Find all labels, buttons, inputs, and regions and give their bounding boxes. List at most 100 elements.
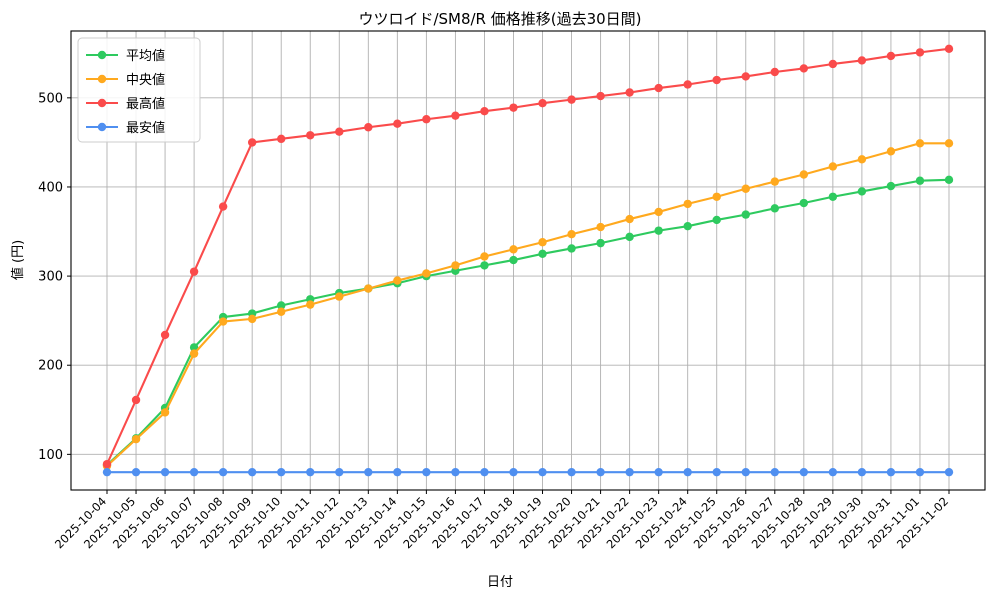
data-point-marker — [857, 187, 867, 196]
data-point-marker — [451, 111, 460, 120]
legend-label: 最高値 — [126, 96, 165, 112]
data-point-marker — [247, 314, 257, 324]
data-point-marker — [567, 467, 576, 477]
data-point-marker — [770, 467, 779, 477]
data-point-marker — [712, 75, 721, 85]
data-point-marker — [364, 123, 373, 132]
data-point-marker — [915, 176, 925, 185]
data-point-marker — [654, 467, 663, 477]
data-point-marker — [654, 83, 663, 93]
chart-title: ウツロイド/SM8/R 価格推移(過去30日間) — [358, 10, 642, 28]
data-point-marker — [712, 192, 721, 201]
data-point-marker — [364, 467, 373, 477]
data-point-marker — [480, 107, 489, 116]
data-point-marker — [189, 267, 199, 276]
data-point-marker — [189, 467, 199, 477]
data-point-marker — [596, 91, 605, 101]
data-point-marker — [915, 139, 925, 148]
data-point-marker — [625, 88, 634, 97]
y-tick-label: 200 — [38, 359, 63, 374]
data-point-marker — [480, 261, 489, 270]
y-tick-label: 100 — [38, 448, 63, 463]
data-point-marker — [712, 467, 721, 477]
data-point-marker — [915, 467, 925, 477]
data-point-marker — [567, 230, 576, 239]
grid-lines — [71, 31, 985, 490]
data-point-marker — [683, 221, 692, 231]
y-tick-label: 500 — [38, 91, 63, 106]
data-point-marker — [393, 276, 402, 285]
data-point-marker — [538, 249, 547, 259]
data-point-marker — [335, 127, 344, 136]
data-point-marker — [741, 467, 750, 477]
legend-marker — [97, 122, 107, 132]
legend-label: 中央値 — [126, 72, 165, 88]
data-point-marker — [306, 467, 315, 477]
data-point-marker — [131, 395, 141, 405]
data-point-marker — [770, 204, 779, 213]
data-point-marker — [277, 467, 286, 477]
data-point-marker — [596, 238, 605, 248]
data-point-marker — [306, 300, 315, 309]
data-point-marker — [799, 64, 809, 73]
data-point-marker — [944, 139, 954, 148]
data-point-marker — [160, 330, 170, 340]
data-point-marker — [189, 349, 199, 358]
data-point-marker — [277, 307, 286, 316]
data-point-marker — [247, 467, 257, 477]
data-point-marker — [567, 95, 576, 104]
data-point-marker — [857, 467, 867, 477]
data-point-marker — [712, 215, 721, 225]
legend-box — [77, 37, 201, 143]
data-point-marker — [741, 72, 750, 81]
data-point-marker — [393, 119, 402, 128]
series-line — [105, 142, 951, 467]
data-point-marker — [480, 252, 489, 261]
data-point-marker — [915, 48, 925, 57]
data-point-marker — [828, 192, 838, 201]
data-point-marker — [596, 222, 605, 232]
data-point-marker — [218, 202, 228, 211]
data-point-marker — [741, 210, 750, 219]
data-point-marker — [335, 292, 344, 301]
data-point-marker — [799, 198, 809, 208]
data-point-marker — [886, 467, 896, 477]
data-point-marker — [480, 467, 489, 477]
data-point-marker — [654, 226, 663, 235]
data-point-marker — [944, 175, 954, 185]
data-point-marker — [422, 269, 431, 278]
data-point-marker — [509, 103, 518, 112]
series-line — [105, 178, 951, 467]
legend-marker — [97, 74, 107, 84]
data-point-marker — [247, 138, 257, 147]
data-point-marker — [567, 244, 576, 253]
data-point-marker — [654, 207, 663, 217]
data-point-marker — [422, 467, 431, 477]
data-point-marker — [857, 56, 867, 65]
data-point-marker — [538, 467, 547, 477]
y-tick-label: 300 — [38, 270, 63, 285]
data-point-marker — [160, 467, 170, 477]
data-point-marker — [683, 467, 692, 477]
data-point-marker — [306, 131, 315, 140]
data-point-marker — [218, 467, 228, 477]
data-point-marker — [683, 80, 692, 89]
data-point-marker — [770, 177, 779, 186]
data-point-marker — [799, 467, 809, 477]
data-point-marker — [131, 434, 141, 444]
data-point-marker — [422, 115, 431, 124]
data-point-marker — [828, 467, 838, 477]
data-point-marker — [625, 214, 634, 224]
data-point-marker — [625, 467, 634, 477]
data-point-marker — [131, 467, 141, 477]
legend-label: 最安値 — [126, 120, 165, 136]
data-point-marker — [538, 98, 547, 108]
data-series-group — [102, 44, 954, 477]
data-point-marker — [509, 467, 518, 477]
data-point-marker — [451, 467, 460, 477]
plot-border — [70, 30, 986, 491]
data-point-marker — [160, 408, 170, 417]
y-axis-title: 値 (円) — [10, 240, 26, 280]
